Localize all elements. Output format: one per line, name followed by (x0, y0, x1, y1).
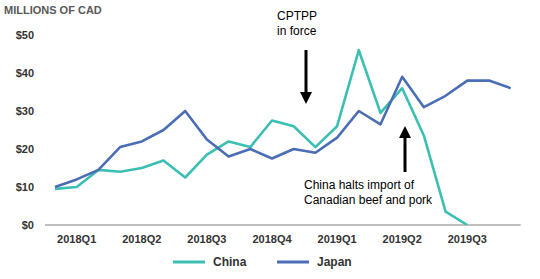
legend-label: China (213, 255, 247, 269)
x-axis-line (45, 225, 521, 226)
legend-swatch (277, 261, 309, 264)
y-tick-label: $20 (16, 143, 34, 155)
annotation: CPTPP (277, 9, 317, 23)
x-tick-label: 2019Q3 (448, 233, 487, 245)
y-tick-label: $0 (22, 219, 34, 231)
plot-area (55, 50, 511, 225)
series-line (55, 50, 467, 225)
x-tick-label: 2018Q4 (252, 233, 292, 245)
legend-label: Japan (317, 255, 352, 269)
annotation: in force (277, 24, 317, 38)
x-tick-label: 2019Q1 (318, 233, 357, 245)
y-tick-label: $30 (16, 105, 34, 117)
chart: MILLIONS OF CAD $0 $10 $20 $30 $40 $50 2018Q1 20… (0, 0, 540, 279)
y-axis-title: MILLIONS OF CAD (4, 4, 102, 16)
annotation-arrow (404, 132, 407, 172)
x-tick-label: 2019Q2 (383, 233, 422, 245)
x-tick-label: 2018Q3 (187, 233, 226, 245)
series-line (55, 77, 511, 187)
legend-entry: Japan (277, 255, 352, 269)
legend-entry: China (173, 255, 247, 269)
annotation: Canadian beef and pork (304, 193, 433, 207)
annotation-arrow (305, 50, 308, 98)
legend-swatch (173, 261, 205, 264)
annotation: China halts import of (304, 178, 415, 192)
y-tick-label: $40 (16, 67, 34, 79)
y-tick-label: $50 (16, 29, 34, 41)
x-tick-label: 2018Q2 (122, 233, 161, 245)
y-tick-label: $10 (16, 181, 34, 193)
x-tick-label: 2018Q1 (57, 233, 96, 245)
